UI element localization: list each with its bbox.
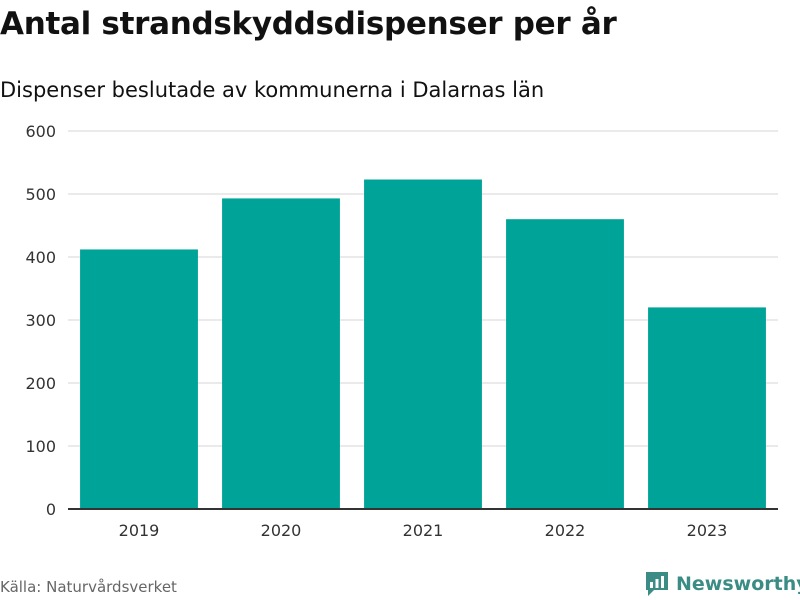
bar-2019 — [80, 249, 198, 509]
bars — [80, 179, 766, 509]
brand-logo[interactable]: Newsworthy — [644, 570, 800, 598]
y-tick-label: 200 — [25, 374, 56, 393]
chart-subtitle: Dispenser beslutade av kommunerna i Dala… — [0, 78, 545, 102]
x-tick-label: 2019 — [119, 521, 160, 540]
x-tick-label: 2022 — [545, 521, 586, 540]
axes: 0 100 200 300 400 500 600 2019 2020 2021 2022 2023 — [25, 122, 778, 540]
bar-2021 — [364, 179, 482, 509]
bar-2023 — [648, 307, 766, 509]
y-tick-label: 600 — [25, 122, 56, 141]
source-note: Källa: Naturvårdsverket — [0, 578, 177, 596]
brand-name: Newsworthy — [676, 573, 800, 595]
y-tick-label: 300 — [25, 311, 56, 330]
chart-title: Antal strandskyddsdispenser per år — [0, 6, 617, 42]
bar-2020 — [222, 198, 340, 509]
x-tick-label: 2020 — [261, 521, 302, 540]
y-tick-label: 400 — [25, 248, 56, 267]
y-tick-label: 500 — [25, 185, 56, 204]
bar-2022 — [506, 219, 624, 509]
x-tick-label: 2021 — [403, 521, 444, 540]
y-tick-label: 100 — [25, 437, 56, 456]
x-tick-label: 2023 — [687, 521, 728, 540]
y-tick-label: 0 — [46, 500, 56, 519]
bar-chart: 0 100 200 300 400 500 600 2019 2020 2021 2022 2023 — [25, 122, 778, 540]
newsworthy-logo-icon — [646, 572, 668, 596]
